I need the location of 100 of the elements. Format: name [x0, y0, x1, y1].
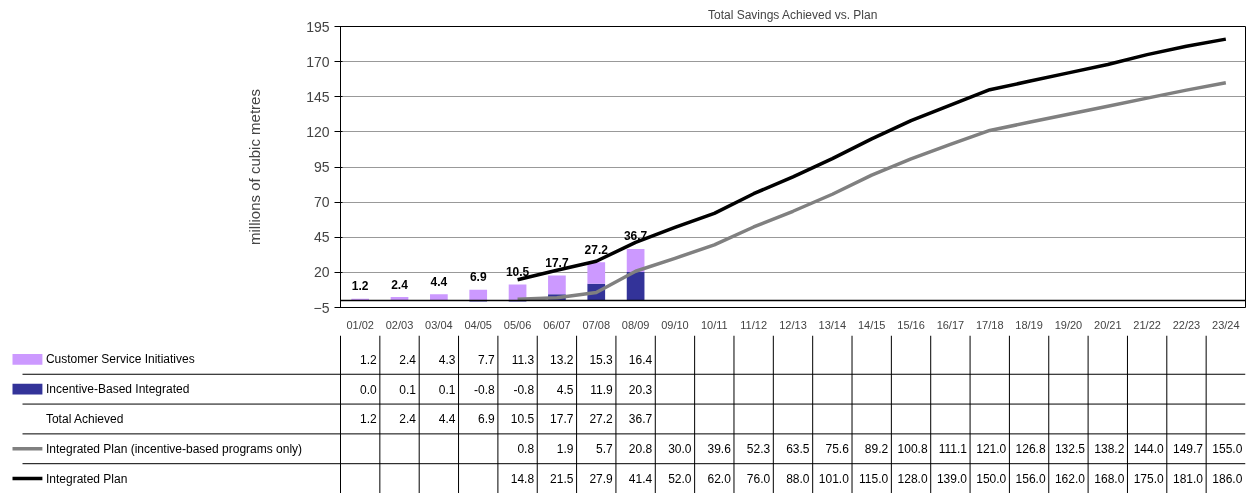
data-label: 2.4 [399, 352, 417, 367]
total-label: 6.9 [469, 270, 487, 285]
data-label: 75.6 [825, 442, 850, 457]
legend-label: Integrated Plan [45, 471, 128, 486]
legend-label: Integrated Plan (incentive-based programs only) [45, 441, 303, 456]
data-label: 27.9 [589, 472, 614, 487]
text: 4.4 [438, 412, 456, 427]
data-label: 52.0 [668, 472, 692, 487]
data-label: 144.0 [1133, 442, 1164, 457]
data-label: 175.0 [1133, 472, 1164, 487]
data-label: 111.1 [938, 442, 968, 457]
total-label: 36.7 [623, 229, 648, 244]
data-label: 115.0 [859, 472, 889, 487]
data-label: 20.8 [628, 442, 653, 457]
chart-title: Total Savings Achieved vs. Plan [707, 7, 878, 22]
data-label: 11.9 [590, 382, 614, 397]
y-tick-label: 145 [306, 88, 330, 105]
data-label: 128.0 [897, 472, 928, 487]
data-label: 89.2 [864, 442, 889, 457]
x-tick-label: 19/20 [1054, 318, 1083, 331]
data-label: -0.8 [513, 382, 535, 397]
x-tick-label: 10/11 [700, 318, 728, 331]
data-label: 149.7 [1172, 442, 1204, 457]
data-label: 41.4 [628, 472, 653, 487]
data-label: 181.0 [1172, 472, 1204, 487]
x-tick-label: 05/06 [503, 318, 532, 331]
data-label: 39.6 [707, 442, 732, 457]
x-tick-label: 17/18 [975, 318, 1004, 331]
y-tick-label: 95 [313, 159, 330, 175]
data-label: 76.0 [746, 472, 771, 487]
data-label: 101.0 [818, 472, 850, 487]
data-label: 132.5 [1054, 442, 1086, 457]
x-tick-label: 13/14 [818, 318, 847, 331]
data-label: 14.8 [510, 472, 535, 487]
x-tick-label: 22/23 [1172, 318, 1201, 331]
data-label: 7.7 [478, 352, 496, 367]
x-tick-label: 02/03 [385, 318, 414, 331]
x-tick-label: 18/19 [1015, 318, 1043, 331]
data-label: 168.0 [1094, 472, 1125, 487]
x-tick-label: 12/13 [779, 318, 807, 331]
text: 10.5 [510, 412, 535, 427]
data-label: 4.3 [438, 352, 456, 367]
total-label: 27.2 [584, 242, 609, 257]
data-label: 150.0 [976, 472, 1007, 487]
text: 36.7 [628, 412, 653, 427]
text: 17.7 [550, 412, 574, 427]
x-tick-label: 08/09 [621, 318, 650, 331]
x-tick-label: 20/21 [1094, 318, 1122, 331]
data-label: 1.2 [360, 352, 378, 367]
x-tick-label: 15/16 [897, 318, 925, 331]
data-label: 155.0 [1212, 442, 1243, 457]
data-label: 0.1 [399, 382, 417, 397]
data-label: 0.8 [517, 442, 535, 457]
y-tick-label: 120 [306, 123, 330, 140]
text: 6.9 [478, 412, 495, 427]
total-label: 1.2 [351, 279, 369, 294]
y-tick-label: 20 [313, 264, 330, 281]
y-tick-label: 45 [313, 229, 330, 246]
y-tick-label: 170 [306, 53, 330, 70]
data-label: 186.0 [1212, 472, 1243, 487]
total-label: 4.4 [430, 274, 448, 289]
total-label: 2.4 [391, 277, 409, 292]
data-label: 126.8 [1015, 442, 1046, 457]
x-tick-label: 16/17 [936, 318, 965, 331]
data-label: 100.8 [897, 442, 928, 457]
x-tick-label: 03/04 [425, 318, 453, 331]
text: 1.2 [360, 412, 377, 427]
text: 2.4 [399, 412, 417, 427]
x-tick-label: 07/08 [582, 318, 611, 331]
data-label: 4.5 [556, 382, 574, 397]
x-tick-label: 11/12 [740, 318, 768, 331]
x-tick-label: 14/15 [857, 318, 886, 331]
data-label: 5.7 [596, 442, 614, 457]
data-label: 138.2 [1094, 442, 1125, 457]
data-label: 21.5 [550, 472, 574, 487]
x-tick-label: 06/07 [543, 318, 571, 331]
y-tick-label: −5 [313, 299, 330, 316]
data-label: -0.8 [474, 382, 496, 397]
y-tick-label: 195 [306, 18, 330, 35]
x-tick-label: 04/05 [464, 318, 492, 331]
data-label: 11.3 [511, 352, 535, 367]
text: Total Achieved [45, 411, 124, 426]
data-label: 0.1 [438, 382, 456, 397]
legend-label: Customer Service Initiatives [45, 352, 195, 367]
text: 27.2 [589, 412, 613, 427]
y-tick-label: 70 [313, 194, 330, 211]
x-tick-label: 09/10 [661, 318, 689, 331]
x-tick-label: 01/02 [346, 318, 374, 331]
x-tick-label: 23/24 [1212, 318, 1240, 331]
y-axis-title: millions of cubic metres [246, 89, 264, 245]
data-label: 156.0 [1015, 472, 1046, 487]
data-label: 88.0 [786, 472, 810, 487]
data-label: 16.4 [628, 352, 653, 367]
legend-label: Incentive-Based Integrated [45, 382, 190, 397]
data-label: 13.2 [550, 352, 574, 367]
data-label: 0.0 [360, 382, 378, 397]
data-label: 62.0 [707, 472, 732, 487]
total-label: 17.7 [545, 256, 569, 271]
data-label: 63.5 [786, 442, 810, 457]
data-label: 52.3 [746, 442, 771, 457]
